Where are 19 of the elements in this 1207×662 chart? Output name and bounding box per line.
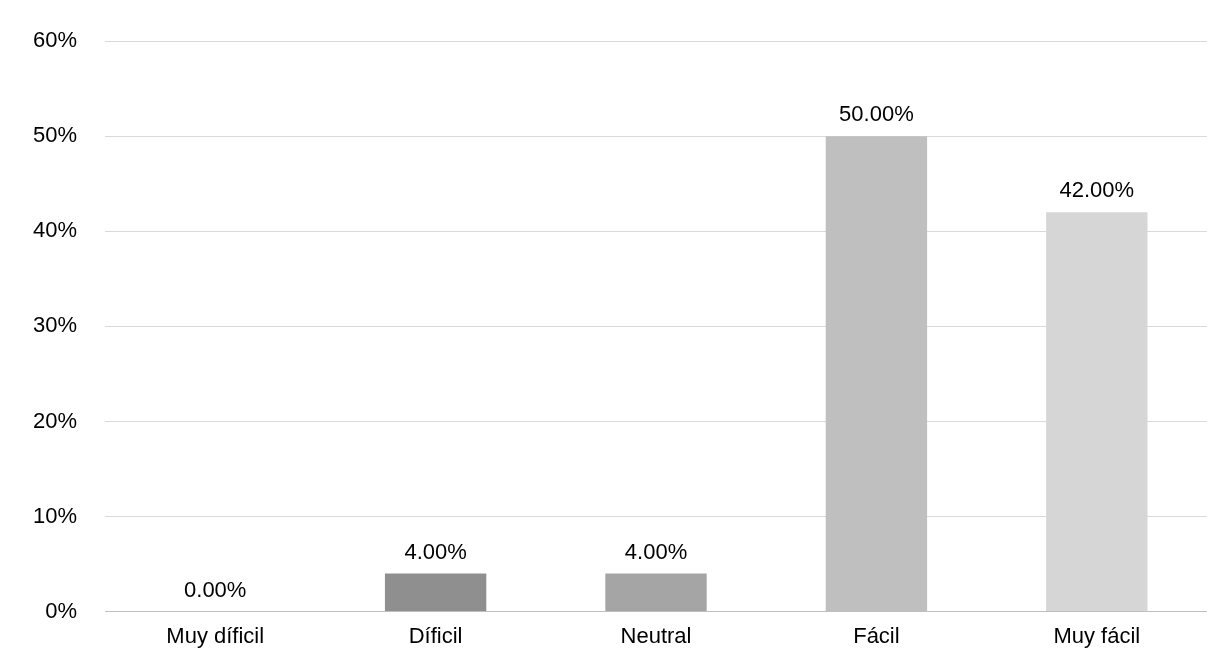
x-tick-label: Muy díficil — [166, 622, 265, 648]
y-tick-label: 20% — [32, 407, 78, 433]
data-label: 42.00% — [1059, 177, 1135, 203]
x-tick-label: Fácil — [853, 622, 900, 648]
y-tick-label: 40% — [32, 217, 78, 243]
y-tick-label: 30% — [32, 312, 78, 338]
x-tick-label: Neutral — [620, 622, 692, 648]
y-tick-label: 0% — [45, 597, 78, 623]
y-tick-label: 10% — [32, 502, 78, 528]
y-tick-label: 50% — [32, 122, 78, 148]
data-label: 4.00% — [624, 538, 688, 564]
data-label: 50.00% — [839, 101, 914, 127]
data-label: 0.00% — [184, 576, 247, 602]
y-tick-label: 60% — [32, 27, 78, 53]
bar — [384, 573, 487, 612]
x-tick-label: Muy fácil — [1053, 622, 1141, 648]
bar — [605, 573, 707, 612]
data-label: 4.00% — [404, 538, 467, 564]
x-tick-label: Díficil — [408, 622, 463, 648]
